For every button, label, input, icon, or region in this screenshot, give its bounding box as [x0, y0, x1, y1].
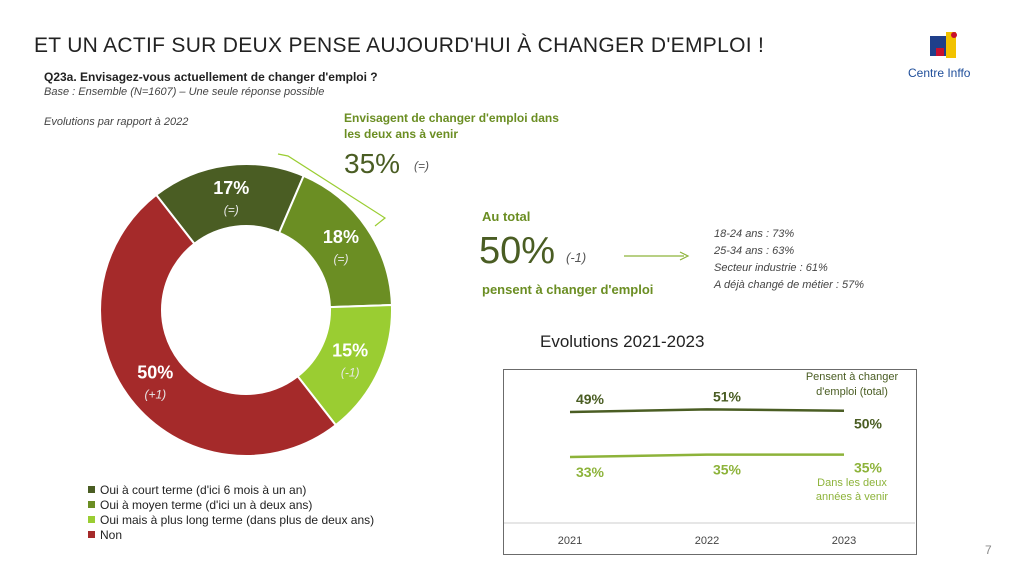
data-label: 51% [713, 388, 742, 404]
legend-swatch [88, 486, 95, 493]
slice-change-label: (=) [224, 203, 239, 217]
legend-label: Oui à court terme (d'ici 6 mois à un an) [100, 482, 307, 497]
data-label: 49% [576, 391, 605, 407]
data-label: 33% [576, 464, 605, 480]
slice-value-label: 50% [137, 363, 173, 383]
line-chart-title: Evolutions 2021-2023 [540, 332, 705, 351]
data-label: 50% [854, 416, 883, 432]
slice-value-label: 17% [213, 178, 249, 198]
centre-inffo-logo-icon [930, 32, 957, 58]
legend-item: Non [88, 527, 374, 542]
series-name-label: Pensent à changer [806, 371, 899, 383]
total-label: Au total [482, 209, 531, 224]
detail-18-24: 18-24 ans : 73% [714, 228, 795, 240]
envisage-change: (=) [414, 159, 429, 173]
series-name-label: Dans les deux [817, 477, 887, 489]
legend-label: Oui mais à plus long terme (dans plus de… [100, 512, 375, 527]
envisage-value: 35% [344, 148, 401, 179]
total-value: 50% [479, 230, 556, 272]
legend-item: Oui à moyen terme (d'ici un à deux ans) [88, 497, 374, 512]
donut-slice [99, 193, 338, 457]
x-tick-label: 2021 [558, 535, 582, 547]
legend-item: Oui à court terme (d'ici 6 mois à un an) [88, 482, 374, 497]
x-tick-label: 2023 [832, 535, 856, 547]
series-name-label: années à venir [816, 491, 888, 503]
chart-legend: Oui à court terme (d'ici 6 mois à un an)… [88, 482, 374, 542]
data-label: 35% [713, 462, 742, 478]
detail-25-34: 25-34 ans : 63% [714, 245, 795, 257]
legend-swatch [88, 501, 95, 508]
legend-swatch [88, 531, 95, 538]
detail-deja-change: A déjà changé de métier : 57% [714, 279, 865, 291]
data-label: 35% [854, 460, 883, 476]
page-number: 7 [985, 543, 992, 557]
legend-label: Oui à moyen terme (d'ici un à deux ans) [100, 497, 313, 512]
total-description: pensent à changer d'emploi [482, 282, 654, 297]
line-chart-frame [503, 369, 917, 555]
series-line [569, 453, 844, 459]
evolutions-note: Evolutions par rapport à 2022 [44, 116, 189, 128]
base-note: Base : Ensemble (N=1607) – Une seule rép… [44, 86, 325, 98]
x-tick-label: 2022 [695, 535, 719, 547]
slice-change-label: (=) [333, 252, 348, 266]
envisage-label: Envisagent de changer d'emploi dans les … [344, 111, 559, 141]
bracket-line [277, 153, 387, 227]
series-name-label: d'emploi (total) [816, 386, 888, 398]
legend-label: Non [100, 527, 123, 542]
slice-value-label: 15% [332, 341, 368, 361]
legend-item: Oui mais à plus long terme (dans plus de… [88, 512, 374, 527]
total-change: (-1) [566, 250, 587, 265]
series-line [569, 408, 845, 414]
arrow-icon [624, 251, 690, 261]
slice-value-label: 18% [323, 227, 359, 247]
logo-text: Centre Inffo [908, 66, 971, 80]
detail-industrie: Secteur industrie : 61% [714, 262, 828, 274]
slice-change-label: (-1) [341, 366, 360, 380]
slice-change-label: (+1) [144, 388, 166, 402]
page-title: ET UN ACTIF SUR DEUX PENSE AUJOURD'HUI À… [34, 34, 765, 57]
question-text: Q23a. Envisagez-vous actuellement de cha… [44, 70, 378, 84]
legend-swatch [88, 516, 95, 523]
